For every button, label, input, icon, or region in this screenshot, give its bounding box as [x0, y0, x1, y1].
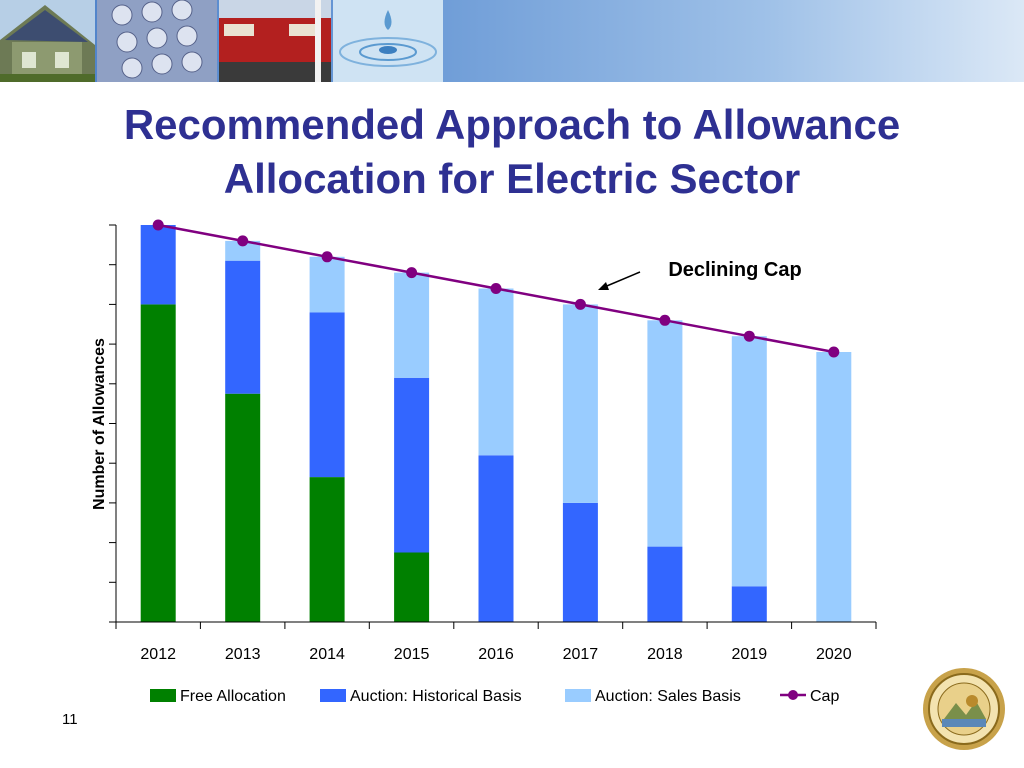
bar-2017-auction-sales-basis [562, 304, 598, 503]
y-axis-label: Number of Allowances [91, 338, 108, 510]
legend-swatch [150, 689, 176, 702]
bar-2015-auction-sales-basis [394, 272, 430, 378]
x-tick-label-2012: 2012 [140, 646, 176, 663]
bars-layer [140, 225, 852, 622]
legend-swatch [320, 689, 346, 702]
state-seal-logo [923, 668, 1005, 750]
legend-swatch-marker [788, 690, 798, 700]
x-tick-label-2014: 2014 [309, 646, 345, 663]
bar-2018-auction-historical-basis [647, 546, 683, 622]
bar-2018-auction-sales-basis [647, 320, 683, 547]
x-tick-label-2013: 2013 [225, 646, 261, 663]
axes-layer [109, 224, 877, 629]
cap-marker-2013 [237, 235, 249, 247]
cap-marker-2017 [574, 298, 586, 310]
bar-2012-free-allocation [140, 304, 176, 622]
bar-2015-auction-historical-basis [394, 377, 430, 553]
cap-marker-2012 [152, 219, 164, 231]
cap-marker-2015 [406, 267, 418, 279]
bar-2020-auction-sales-basis [816, 352, 852, 622]
bar-2013-free-allocation [225, 393, 261, 622]
legend-label: Auction: Sales Basis [595, 688, 741, 705]
cap-line-layer [152, 219, 840, 358]
x-tick-label-2019: 2019 [732, 646, 768, 663]
x-tick-label-2016: 2016 [478, 646, 514, 663]
cap-marker-2016 [490, 283, 502, 294]
x-tick-label-2020: 2020 [816, 646, 852, 663]
title-line-2: Allocation for Electric Sector [223, 155, 801, 202]
bar-2019-auction-historical-basis [731, 586, 767, 622]
train-photo [219, 0, 331, 82]
legend-label: Cap [810, 688, 839, 705]
cap-marker-2020 [828, 346, 840, 358]
bar-2015-free-allocation [394, 552, 430, 622]
legend-swatch [565, 689, 591, 702]
bar-2014-auction-sales-basis [309, 256, 345, 313]
bar-2013-auction-sales-basis [225, 240, 261, 261]
legend-item-cap: Cap [780, 688, 839, 705]
x-tick-labels: 2012 2013 2014 2015 2016 2017 2018 2019 2020 [140, 646, 851, 663]
legend: Free Allocation Auction: Historical Basis… [150, 688, 839, 705]
x-tick-label-2017: 2017 [563, 646, 599, 663]
bar-2017-auction-historical-basis [562, 502, 598, 622]
x-tick-label-2018: 2018 [647, 646, 683, 663]
cap-marker-2018 [659, 314, 671, 326]
bar-2012-auction-historical-basis [140, 225, 176, 305]
house-photo [0, 0, 95, 82]
cap-marker-2019 [743, 330, 755, 342]
title-line-1: Recommended Approach to Allowance [123, 101, 901, 148]
legend-item-free-allocation: Free Allocation [150, 688, 286, 705]
legend-label: Auction: Historical Basis [350, 688, 522, 705]
annotation-arrow [598, 271, 641, 290]
bar-2014-auction-historical-basis [309, 312, 345, 478]
water-drop-photo [333, 0, 443, 82]
keypad-photo [97, 0, 217, 82]
legend-item-auction-historical-basis: Auction: Historical Basis [320, 688, 522, 705]
bar-2016-auction-sales-basis [478, 288, 514, 456]
slide-title: Recommended Approach to Allowance Alloca… [0, 98, 1024, 206]
cap-marker-2014 [321, 251, 333, 263]
bar-2013-auction-historical-basis [225, 260, 261, 394]
page-number: 11 [62, 711, 78, 728]
bar-2016-auction-historical-basis [478, 455, 514, 622]
bar-2014-free-allocation [309, 477, 345, 622]
legend-label: Free Allocation [180, 688, 286, 705]
legend-item-auction-sales-basis: Auction: Sales Basis [565, 688, 741, 705]
x-tick-label-2015: 2015 [394, 646, 430, 663]
declining-cap-annotation: Declining Cap [668, 259, 801, 281]
bar-2019-auction-sales-basis [731, 336, 767, 587]
